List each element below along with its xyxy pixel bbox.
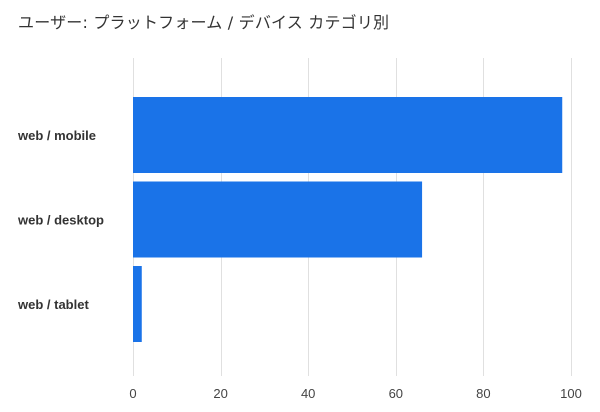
chart-title: ユーザー: プラットフォーム / デバイス カテゴリ別: [18, 13, 390, 32]
x-tick-label: 20: [213, 386, 227, 401]
x-tick-label: 100: [560, 386, 582, 401]
x-tick-label: 60: [389, 386, 403, 401]
bar: [133, 181, 423, 258]
x-tick-label: 40: [301, 386, 315, 401]
x-tick-label: 0: [129, 386, 136, 401]
category-label: web / desktop: [17, 213, 104, 228]
category-label: web / mobile: [17, 128, 96, 143]
bar: [133, 266, 142, 342]
bar: [133, 97, 563, 173]
bars: [133, 97, 563, 342]
x-axis-tick-labels: 0 20 40 60 80 100: [129, 386, 581, 401]
x-tick-label: 80: [476, 386, 490, 401]
category-labels: web / mobile web / desktop web / tablet: [17, 128, 104, 312]
category-label: web / tablet: [17, 297, 89, 312]
